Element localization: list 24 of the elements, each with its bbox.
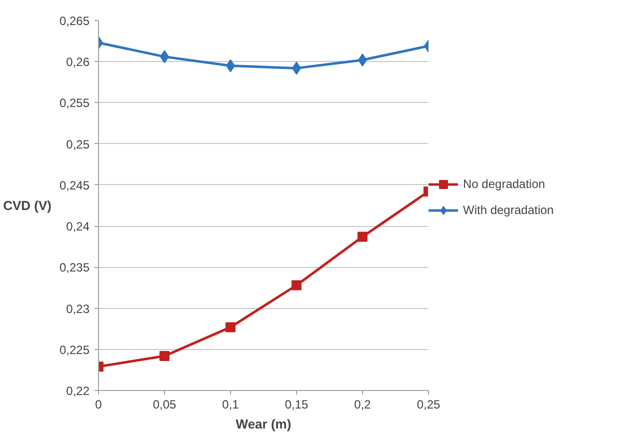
y-tick-label: 0,225 <box>59 342 90 357</box>
legend-label: With degradation <box>463 203 554 217</box>
y-tick-label: 0,235 <box>59 260 90 275</box>
x-tick-label: 0,15 <box>284 398 309 412</box>
x-tick-label: 0,1 <box>222 398 240 412</box>
x-tick-label: 0,2 <box>354 398 372 412</box>
y-tick-label: 0,24 <box>66 220 90 234</box>
point <box>358 232 368 242</box>
x-tick-label: 0,05 <box>152 398 177 412</box>
y-tick-label: 0,26 <box>66 55 90 70</box>
y-tick-label: 0,245 <box>59 178 90 192</box>
y-tick-label: 0,255 <box>59 96 90 110</box>
y-axis-title: CVD (V) <box>3 198 52 213</box>
y-tick-label: 0,23 <box>66 302 90 316</box>
point <box>226 322 236 332</box>
y-tick-label: 0,22 <box>66 384 90 398</box>
y-tick-label: 0,265 <box>59 14 90 28</box>
y-tick-label: 0,25 <box>66 137 90 152</box>
x-tick-label: 0,25 <box>416 398 441 412</box>
point <box>292 280 302 290</box>
x-axis-title: Wear (m) <box>236 416 292 432</box>
x-tick-label: 0 <box>95 398 102 412</box>
legend-label: No degradation <box>463 177 546 191</box>
point <box>160 350 170 361</box>
